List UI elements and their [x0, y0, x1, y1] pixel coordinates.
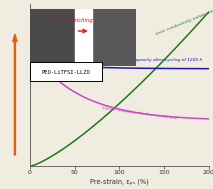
Text: Elastic modulus decline coefficient: Elastic modulus decline coefficient — [101, 106, 177, 121]
Text: PEO-LiTFSI-LLZO: PEO-LiTFSI-LLZO — [42, 70, 90, 75]
Text: Ionic conductivity enhancement coefficient: Ionic conductivity enhancement coefficie… — [155, 0, 213, 36]
X-axis label: Pre-strain, εₚₛ (%): Pre-strain, εₚₛ (%) — [90, 178, 149, 185]
Text: Specific capacity after cycling of 1200 h: Specific capacity after cycling of 1200 … — [115, 58, 202, 62]
Bar — [75, 9, 92, 66]
Bar — [30, 9, 75, 66]
Text: Hot-stretching: Hot-stretching — [55, 18, 93, 23]
Bar — [92, 9, 136, 66]
